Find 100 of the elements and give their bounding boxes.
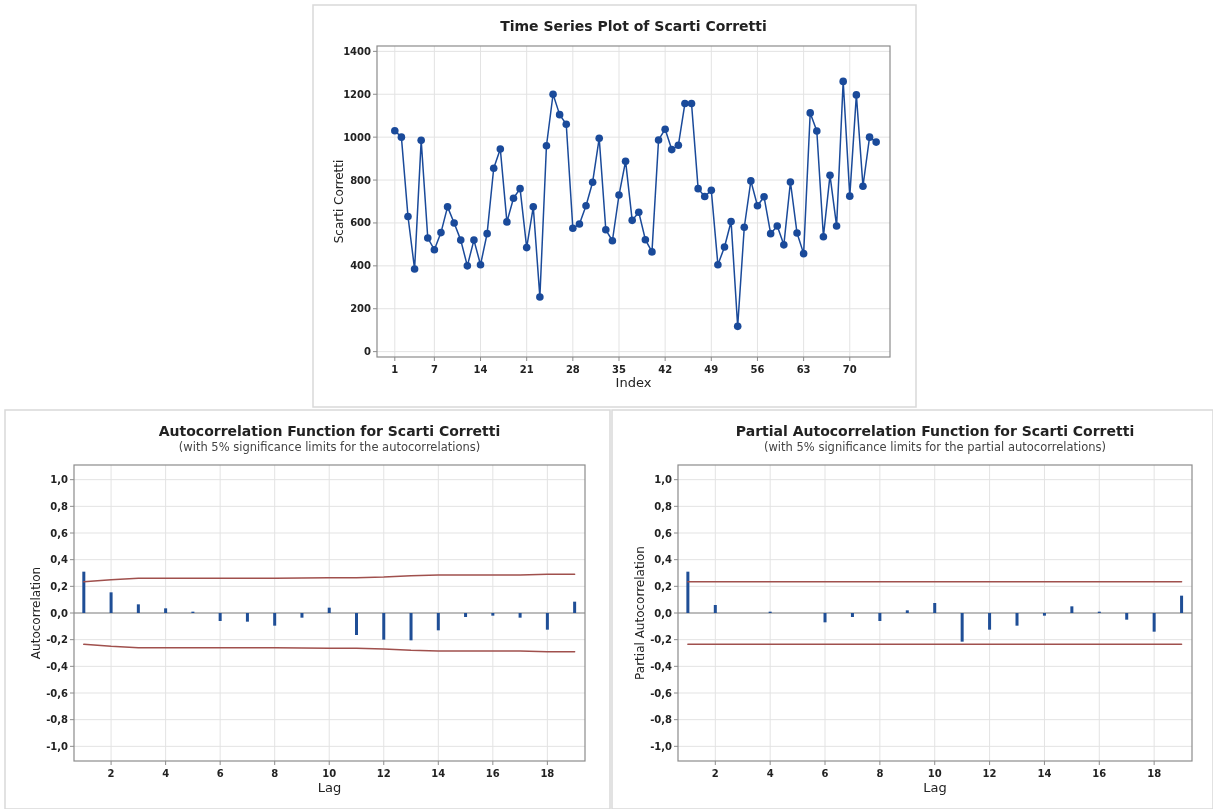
chart-title: Partial Autocorrelation Function for Scarti Corretti	[735, 423, 1135, 439]
bar	[382, 613, 386, 640]
chart-subtitle: (with 5% significance limits for the autocorrelations)	[178, 440, 481, 454]
x-tick-label: 18	[540, 768, 555, 779]
bar	[545, 613, 549, 630]
bar	[1070, 606, 1074, 613]
line-series	[83, 573, 576, 583]
y-tick-label: -0,8	[46, 714, 69, 726]
x-tick-label: 70	[842, 364, 857, 375]
x-axis-title: Index	[615, 375, 652, 390]
y-tick-label: 0,8	[654, 500, 673, 512]
x-tick-label: 28	[565, 364, 580, 375]
y-tick-label: 200	[350, 303, 372, 315]
y-tick-label: 0,6	[654, 527, 673, 539]
bar	[136, 604, 140, 613]
bar	[355, 613, 358, 635]
bar	[464, 613, 468, 617]
y-tick-label: -0,2	[46, 634, 69, 646]
bar	[1125, 613, 1129, 620]
bar	[1015, 613, 1019, 626]
bar	[164, 608, 168, 613]
bar	[82, 571, 86, 613]
y-tick-label: 1200	[343, 88, 372, 100]
y-tick-label: 800	[350, 174, 372, 186]
bar	[573, 601, 577, 613]
x-tick-label: 10	[322, 768, 337, 779]
y-tick-label: 0,0	[50, 607, 69, 619]
x-tick-label: 42	[658, 364, 673, 375]
bar	[933, 603, 937, 613]
bar	[823, 613, 827, 623]
x-tick-label: 49	[704, 364, 719, 375]
x-tick-label: 35	[612, 364, 626, 375]
x-tick-label: 14	[1037, 768, 1052, 779]
bar	[218, 613, 222, 621]
bar	[245, 613, 249, 622]
bar	[409, 613, 413, 641]
x-tick-label: 6	[821, 768, 829, 779]
y-tick-label: 1,0	[50, 474, 69, 486]
y-tick-label: 0,6	[50, 527, 69, 539]
x-tick-label: 10	[927, 768, 942, 779]
y-tick-label: 1000	[343, 131, 372, 143]
bar	[491, 613, 495, 616]
bar	[878, 613, 882, 621]
x-tick-label: 4	[162, 768, 170, 779]
chart-title: Autocorrelation Function for Scarti Corretti	[158, 423, 501, 439]
x-tick-label: 56	[750, 364, 765, 375]
bar	[905, 610, 909, 613]
bar	[518, 613, 522, 618]
x-tick-label: 8	[876, 768, 884, 779]
bar	[713, 605, 717, 613]
x-tick-label: 7	[430, 364, 438, 375]
x-axis-title: Lag	[317, 780, 342, 795]
chart-subtitle: (with 5% significance limits for the partial autocorrelations)	[763, 440, 1107, 454]
bar	[327, 607, 331, 613]
x-tick-label: 16	[485, 768, 500, 779]
x-tick-label: 12	[376, 768, 391, 779]
y-tick-label: 600	[350, 217, 372, 229]
bar	[273, 613, 277, 626]
bar	[436, 613, 440, 631]
line-series	[83, 643, 576, 653]
y-tick-label: -0,2	[650, 634, 673, 646]
chart-title: Time Series Plot of Scarti Corretti	[500, 18, 767, 34]
x-tick-label: 2	[711, 768, 719, 779]
bar	[300, 613, 304, 618]
y-tick-label: 1400	[343, 45, 372, 57]
x-tick-label: 18	[1147, 768, 1162, 779]
y-tick-label: 0,8	[50, 500, 69, 512]
y-tick-label: -0,6	[46, 687, 69, 699]
y-axis-title: Scarti Corretti	[332, 159, 346, 244]
bar	[988, 613, 992, 630]
y-tick-label: 1,0	[654, 474, 673, 486]
x-tick-label: 8	[271, 768, 279, 779]
x-tick-label: 14	[431, 768, 446, 779]
x-tick-label: 21	[519, 364, 534, 375]
y-tick-label: -1,0	[46, 740, 69, 752]
y-tick-label: 0,0	[654, 607, 673, 619]
x-tick-label: 63	[796, 364, 811, 375]
x-tick-label: 16	[1092, 768, 1107, 779]
y-tick-label: 0,2	[654, 580, 673, 592]
bar	[109, 592, 113, 613]
y-tick-label: 0,4	[654, 554, 673, 566]
bar	[1042, 613, 1046, 616]
x-axis-title: Lag	[923, 780, 947, 795]
bar	[1152, 613, 1156, 632]
y-tick-label: -0,4	[650, 660, 673, 672]
y-tick-label: -1,0	[650, 740, 673, 752]
x-tick-label: 4	[766, 768, 774, 779]
y-tick-label: 0,4	[50, 554, 69, 566]
y-tick-label: -0,4	[46, 660, 69, 672]
y-tick-label: 400	[350, 260, 372, 272]
y-axis-title: Partial Autocorrelation	[633, 546, 647, 680]
x-tick-label: 2	[107, 768, 115, 779]
bar	[1180, 595, 1184, 613]
y-tick-label: -0,6	[650, 687, 673, 699]
x-tick-label: 6	[216, 768, 224, 779]
bar	[686, 571, 690, 613]
y-tick-label: -0,8	[650, 714, 673, 726]
x-tick-label: 14	[473, 364, 488, 375]
y-tick-label: 0,2	[50, 580, 69, 592]
bar	[850, 613, 854, 617]
